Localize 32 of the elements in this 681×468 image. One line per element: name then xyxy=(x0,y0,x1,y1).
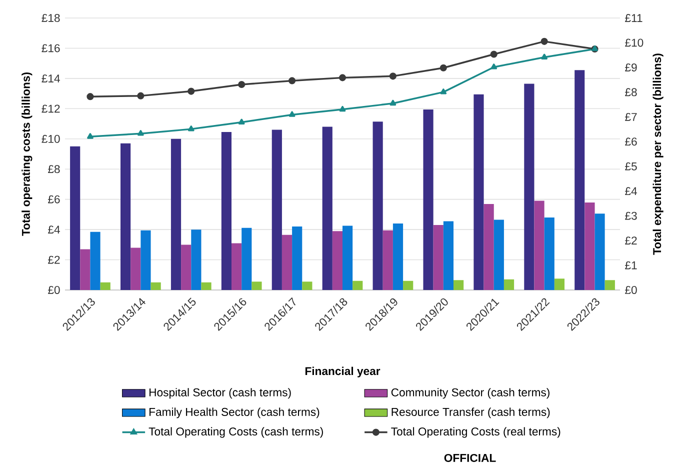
y2-tick-label: £1 xyxy=(625,261,637,270)
legend-label: Hospital Sector (cash terms) xyxy=(150,388,291,399)
y-tick-label: £8 xyxy=(48,165,60,174)
y-tick-label: £12 xyxy=(42,104,60,113)
y2-tick-label: £3 xyxy=(625,212,637,220)
y2-axis-title: Total expenditure per sector (billions) xyxy=(652,54,664,255)
y2-tick-label: £2 xyxy=(625,236,637,244)
x-axis-title: Financial year xyxy=(305,366,380,378)
text: OFFICIAL xyxy=(444,454,496,462)
y-axis-title: Total operating costs (billions) xyxy=(22,72,32,236)
y2-tick-label: £8 xyxy=(625,88,637,96)
y2-tick-label: £11 xyxy=(625,14,642,22)
y-tick-label: £18 xyxy=(42,14,60,22)
legend-label: Total Operating Costs (cash terms) xyxy=(148,427,323,438)
legend-label: Resource Transfer (cash terms) xyxy=(392,408,550,418)
y2-tick-label: £6 xyxy=(625,138,637,146)
y-tick-label: £14 xyxy=(42,74,60,82)
y-tick-label: £0 xyxy=(48,286,60,294)
y-tick-label: £2 xyxy=(48,256,60,264)
legend-label: Family Health Sector (cash terms) xyxy=(150,408,320,418)
legend-label: Total Operating Costs (real terms) xyxy=(391,427,560,438)
y2-tick-label: £10 xyxy=(625,38,644,47)
y-tick-label: £16 xyxy=(42,44,60,52)
y2-tick-label: £5 xyxy=(625,162,637,170)
y-tick-label: £6 xyxy=(48,195,60,204)
y2-tick-label: £7 xyxy=(625,112,637,121)
y2-tick-label: £4 xyxy=(625,187,637,196)
y2-tick-label: £9 xyxy=(625,63,637,72)
y-tick-label: £4 xyxy=(48,226,60,234)
legend-label: Community Sector (cash terms) xyxy=(391,388,550,399)
y-tick-label: £10 xyxy=(42,134,60,143)
y2-tick-label: £0 xyxy=(625,286,637,294)
